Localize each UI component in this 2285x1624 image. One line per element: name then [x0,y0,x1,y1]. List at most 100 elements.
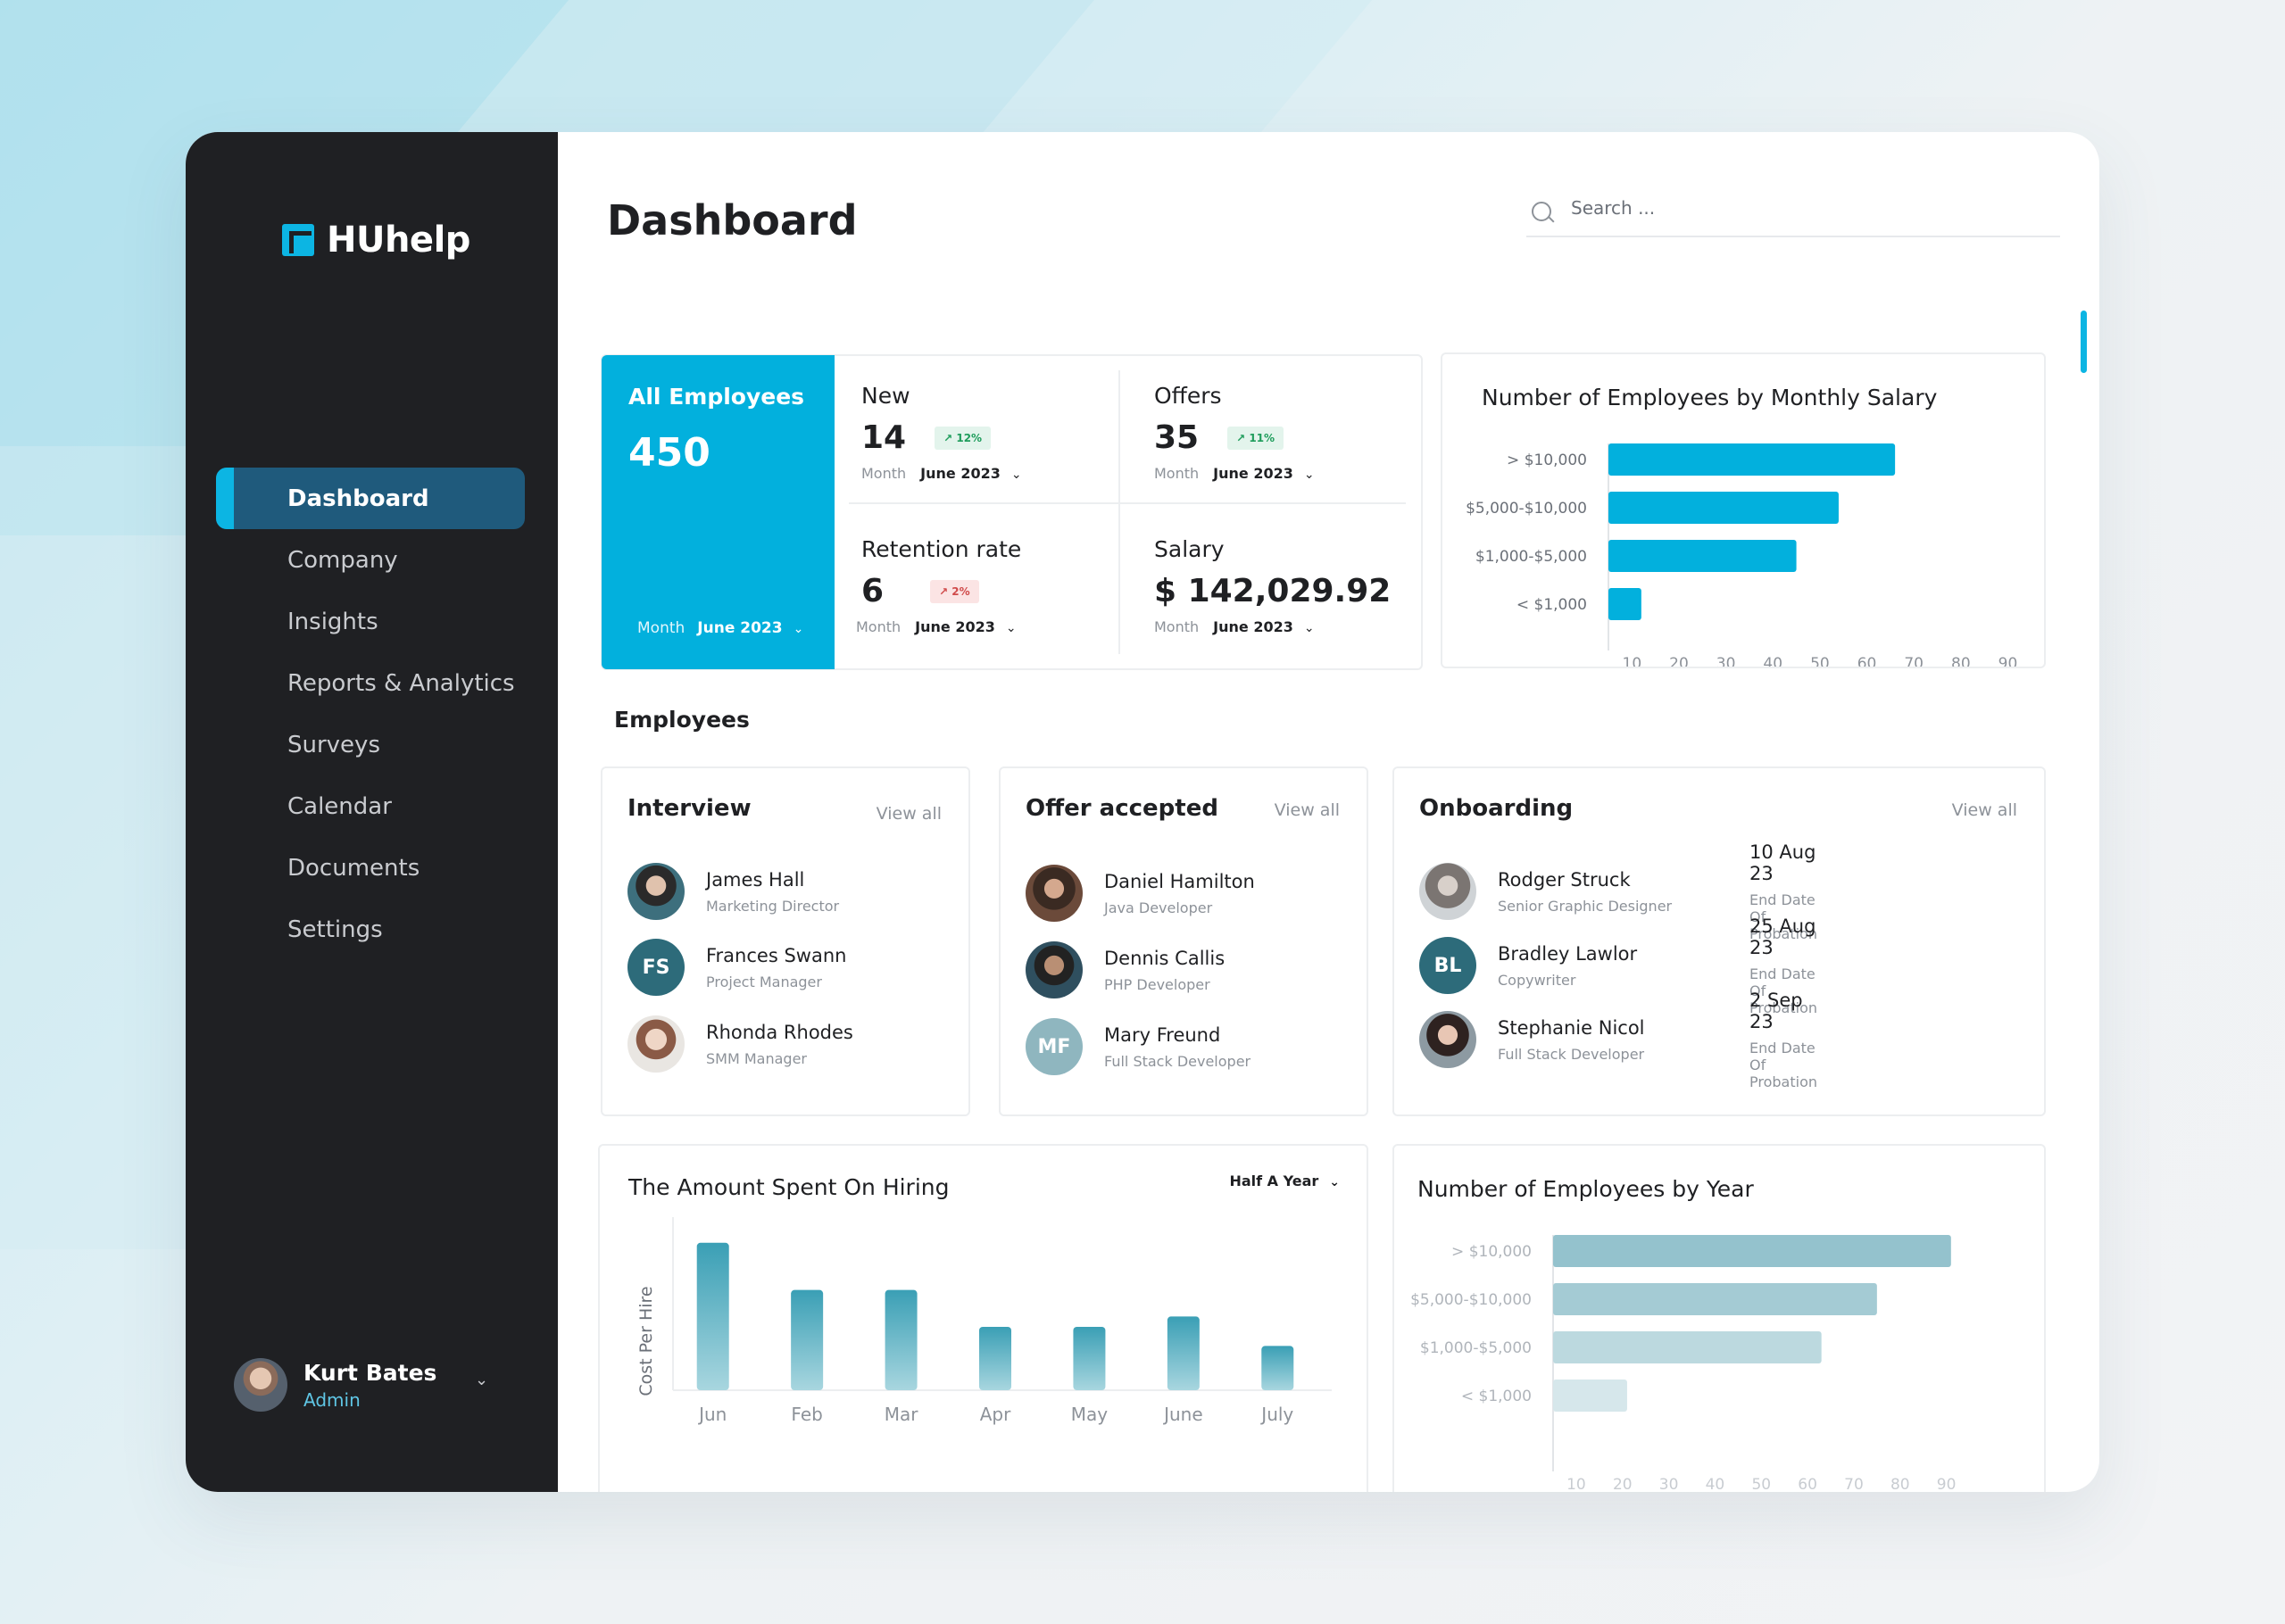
month-selector[interactable]: Month June 2023 ⌄ [1154,618,1413,635]
logo[interactable]: HUhelp [282,220,470,261]
background-shape [456,0,1597,134]
month-value: June 2023 [920,465,1001,482]
chart-title: The Amount Spent On Hiring [628,1174,950,1200]
month-selector[interactable]: Month June 2023 ⌄ [1154,465,1413,482]
hiring-chart-card: The Amount Spent On Hiring Half A Year ⌄ … [598,1144,1368,1492]
trend-badge: ↗ 12% [935,426,992,450]
sidebar-item-calendar[interactable]: Calendar [216,775,525,837]
category-label: < $1,000 [1461,1388,1532,1405]
view-all-link[interactable]: View all [1274,800,1340,820]
search-bar[interactable] [1526,189,2060,237]
view-all-link[interactable]: View all [876,804,942,824]
tick-label: 90 [1998,655,2018,667]
sidebar-item-label: Company [287,546,398,574]
view-all-link[interactable]: View all [1951,800,2017,820]
tick-label: 50 [1810,655,1830,667]
month-label: Month [861,465,907,482]
sidebar-item-surveys[interactable]: Surveys [216,714,525,775]
stat-value: $ 142,029.92 [1154,573,1392,609]
person-name: Dennis Callis [1104,947,1226,969]
app-name: HUhelp [327,220,470,261]
list-item[interactable]: FS Frances Swann Project Manager [627,939,846,996]
avatar [627,863,685,920]
probation-date: 2 Sep 23 End Date Of Probation [1749,990,1817,1090]
sidebar-item-documents[interactable]: Documents [216,837,525,899]
select-value: Half A Year [1229,1172,1319,1189]
bar [1167,1316,1200,1390]
all-employees-tile[interactable]: All Employees 450 Month June 2023 ⌄ [602,355,835,669]
list-item[interactable]: Stephanie Nicol Full Stack Developer 2 Se… [1419,990,1817,1090]
list-item[interactable]: Daniel Hamilton Java Developer [1026,865,1255,922]
trend-badge: ↗ 11% [1227,426,1284,450]
user-name: Kurt Bates [303,1359,437,1386]
card-title: Onboarding [1419,795,1574,822]
list-item[interactable]: MF Mary Freund Full Stack Developer [1026,1018,1251,1075]
sidebar: HUhelp Dashboard Company Insights Report… [186,132,558,1492]
year-chart-card: Number of Employees by Year > $10,000 $5,… [1392,1144,2046,1492]
sidebar-item-dashboard[interactable]: Dashboard [216,468,525,529]
bar [696,1242,729,1390]
category-label: $1,000-$5,000 [1475,548,1587,566]
sidebar-item-label: Surveys [287,731,380,758]
person-role: Project Manager [706,973,822,990]
stat-label: New [861,383,910,409]
tick-label: 90 [1937,1476,1957,1492]
month-label: Month [1154,465,1200,482]
all-employees-value: 450 [628,430,710,476]
month-label: Month [637,619,686,637]
category-label: < $1,000 [1516,596,1587,614]
sidebar-item-settings[interactable]: Settings [216,899,525,960]
month-label: Month [1154,618,1200,635]
list-item[interactable]: Dennis Callis PHP Developer [1026,941,1225,998]
tick-label: 30 [1716,655,1736,667]
sidebar-item-label: Settings [287,916,383,943]
month-label: Month [856,618,902,635]
sidebar-item-label: Calendar [287,792,392,820]
tick-label: 80 [1890,1476,1910,1492]
sidebar-nav: Dashboard Company Insights Reports & Ana… [216,468,525,960]
search-input[interactable] [1569,196,2019,220]
bar [1073,1326,1106,1390]
tick-label: 70 [1844,1476,1864,1492]
person-name: Stephanie Nicol [1498,1016,1645,1039]
bar [1553,1235,1951,1267]
list-item[interactable]: BL Bradley Lawlor Copywriter 25 Aug 23 End… [1419,916,1817,1016]
avatar [1419,863,1476,920]
user-profile[interactable]: Kurt Bates Admin ⌄ [234,1358,488,1412]
chart-title: Number of Employees by Monthly Salary [1482,385,1938,410]
month-selector[interactable]: Month June 2023 ⌄ [856,618,1120,635]
tick-label: 40 [1706,1476,1725,1492]
chevron-down-icon: ⌄ [1010,468,1022,482]
list-item[interactable]: Rodger Struck Senior Graphic Designer 10 … [1419,841,1817,942]
all-employees-label: All Employees [628,384,805,410]
stat-label: Salary [1154,536,1225,562]
period-select[interactable]: Half A Year ⌄ [1229,1172,1340,1189]
list-item[interactable]: Rhonda Rhodes SMM Manager [627,1015,853,1073]
chevron-down-icon[interactable]: ⌄ [475,1371,489,1389]
divider [1118,370,1120,654]
person-role: PHP Developer [1104,975,1210,993]
year-chart: > $10,000 $5,000-$10,000 $1,000-$5,000 < $1… [1410,1235,1957,1492]
month-value: June 2023 [697,619,783,637]
tick-label: 10 [1623,655,1642,667]
avatar [1026,941,1083,998]
category-label: > $10,000 [1507,452,1587,469]
person-role: Full Stack Developer [1104,1052,1251,1070]
scrollbar[interactable] [2081,311,2087,373]
sidebar-item-company[interactable]: Company [216,529,525,591]
chart-title: Number of Employees by Year [1417,1176,1754,1202]
bar [1608,443,1896,476]
date-label: End Date Of Probation [1749,891,1817,942]
chevron-down-icon: ⌄ [1303,621,1315,635]
tick-label: 60 [1857,655,1877,667]
person-name: James Hall [706,868,805,891]
month-selector[interactable]: Month June 2023 ⌄ [861,465,1120,482]
avatar [1419,1011,1476,1068]
list-item[interactable]: James Hall Marketing Director [627,863,839,920]
sidebar-item-reports[interactable]: Reports & Analytics [216,652,525,714]
month-selector[interactable]: Month June 2023 ⌄ [637,619,803,637]
tick-label: 60 [1798,1476,1817,1492]
month-value: June 2023 [1213,465,1293,482]
chevron-down-icon: ⌄ [1303,468,1315,482]
sidebar-item-insights[interactable]: Insights [216,591,525,652]
